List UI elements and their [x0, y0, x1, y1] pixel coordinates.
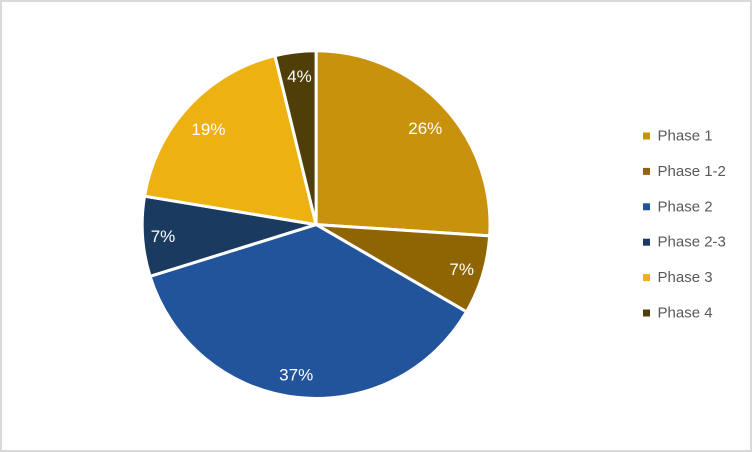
svg-text:Phase 2-3: Phase 2-3 — [658, 234, 726, 251]
svg-text:Phase 1: Phase 1 — [658, 128, 713, 145]
svg-text:4%: 4% — [287, 67, 312, 86]
svg-text:37%: 37% — [279, 366, 313, 385]
svg-text:7%: 7% — [449, 260, 474, 279]
svg-text:7%: 7% — [151, 227, 176, 246]
svg-text:Phase 4: Phase 4 — [658, 305, 713, 322]
svg-text:19%: 19% — [191, 120, 225, 139]
svg-text:Phase 1-2: Phase 1-2 — [658, 163, 726, 180]
svg-text:26%: 26% — [408, 119, 442, 138]
svg-text:Phase 3: Phase 3 — [658, 269, 713, 286]
svg-text:Phase 2: Phase 2 — [658, 198, 713, 215]
